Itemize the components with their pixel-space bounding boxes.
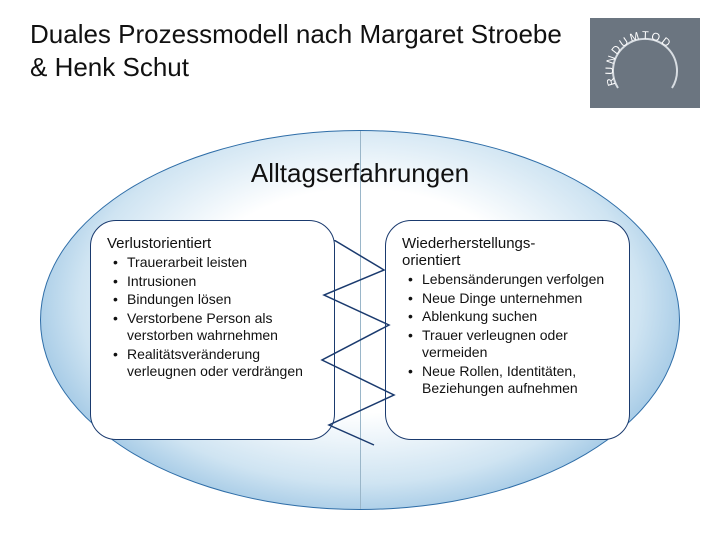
list-item: Ablenkung suchen	[406, 308, 613, 326]
logo-text: RUNDUMTOD	[604, 30, 674, 87]
list-item: Verstorbene Person als verstorben wahrne…	[111, 310, 318, 345]
page-title: Duales Prozessmodell nach Margaret Stroe…	[30, 18, 590, 83]
loss-oriented-list: Trauerarbeit leisten Intrusionen Bindung…	[107, 254, 318, 381]
list-item: Trauerarbeit leisten	[111, 254, 318, 272]
list-item: Bindungen lösen	[111, 291, 318, 309]
list-item: Trauer verleugnen oder vermeiden	[406, 327, 613, 362]
restoration-oriented-title: Wiederherstellungs- orientiert	[402, 235, 613, 269]
dual-process-diagram: Alltagserfahrungen Verlustorientiert Tra…	[40, 130, 680, 510]
loss-oriented-box: Verlustorientiert Trauerarbeit leisten I…	[90, 220, 335, 440]
list-item: Lebensänderungen verfolgen	[406, 271, 613, 289]
ellipse-center-label: Alltagserfahrungen	[40, 158, 680, 189]
restoration-oriented-box: Wiederherstellungs- orientiert Lebensänd…	[385, 220, 630, 440]
list-item: Intrusionen	[111, 273, 318, 291]
brand-logo: RUNDUMTOD	[590, 18, 700, 108]
restoration-oriented-list: Lebensänderungen verfolgen Neue Dinge un…	[402, 271, 613, 398]
list-item: Realitätsveränderung verleugnen oder ver…	[111, 346, 318, 381]
loss-oriented-title: Verlustorientiert	[107, 235, 318, 252]
svg-text:RUNDUMTOD: RUNDUMTOD	[604, 30, 674, 87]
list-item: Neue Rollen, Identitäten, Beziehungen au…	[406, 363, 613, 398]
list-item: Neue Dinge unternehmen	[406, 290, 613, 308]
